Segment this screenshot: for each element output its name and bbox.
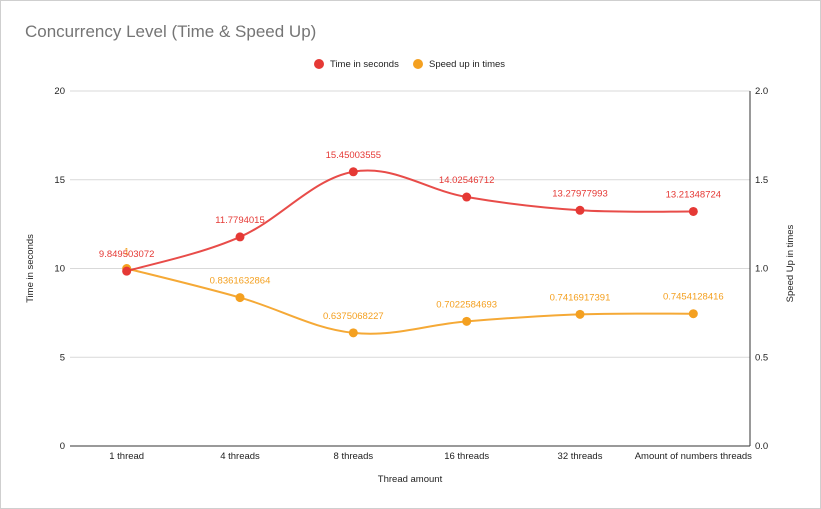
y-left-axis-title: Time in seconds [25, 234, 36, 303]
data-label-speed: 0.7454128416 [663, 292, 724, 303]
data-point-time [575, 205, 585, 215]
data-label-speed: 0.6375068227 [323, 311, 384, 322]
legend-marker [314, 59, 324, 69]
y-left-tick-label: 10 [54, 264, 65, 275]
x-axis-title: Thread amount [378, 474, 443, 485]
data-point-time [688, 206, 698, 216]
data-label-speed: 0.7416917391 [550, 292, 611, 303]
y-left-tick-label: 0 [60, 441, 65, 452]
data-point-time [235, 232, 245, 242]
data-label-time: 11.7794015 [215, 215, 265, 226]
x-tick-label: 4 threads [220, 451, 260, 462]
x-tick-label: Amount of numbers threads [635, 451, 752, 462]
y-right-tick-label: 2.0 [755, 86, 768, 97]
data-point-speed [348, 328, 358, 338]
data-point-speed [462, 316, 472, 326]
legend-label: Speed up in times [429, 59, 505, 70]
y-right-tick-label: 0.0 [755, 441, 768, 452]
data-point-time [122, 266, 132, 276]
data-label-speed: 1 [124, 247, 129, 258]
y-left-tick-label: 20 [54, 86, 65, 97]
series-line-time [126, 169, 694, 273]
x-tick-label: 16 threads [444, 451, 489, 462]
legend-label: Time in seconds [330, 59, 399, 70]
data-point-speed [575, 309, 585, 319]
y-right-axis-title: Speed Up in times [785, 224, 796, 302]
chart-title: Concurrency Level (Time & Speed Up) [25, 22, 317, 41]
data-labels: 1 0.8361632864 0.6375068227 0.7022584693 0.7… [99, 150, 724, 322]
data-label-speed: 0.8361632864 [210, 276, 271, 287]
y-right-tick-label: 1.0 [755, 264, 768, 275]
data-point-time [462, 192, 472, 202]
y-right-tick-label: 1.5 [755, 175, 768, 186]
data-label-time: 13.27977993 [552, 188, 607, 199]
axes: 0 0.0 5 0.5 10 1.0 15 1.5 20 2.0 1 thread 4 threads… [25, 86, 796, 485]
series-line-speed [126, 267, 694, 335]
data-point-speed [688, 309, 698, 319]
data-label-time: 15.45003555 [326, 150, 381, 161]
x-tick-label: 8 threads [334, 451, 374, 462]
y-right-tick-label: 0.5 [755, 352, 768, 363]
legend-marker [413, 59, 423, 69]
data-label-speed: 0.7022584693 [436, 299, 497, 310]
x-tick-label: 32 threads [558, 451, 603, 462]
data-point-speed [235, 293, 245, 303]
legend: Time in seconds Speed up in times [314, 59, 505, 70]
y-left-tick-label: 15 [54, 175, 65, 186]
gridlines [70, 90, 750, 358]
series-layer [122, 167, 698, 338]
data-point-time [348, 167, 358, 177]
data-label-time: 14.02546712 [439, 175, 494, 186]
data-label-time: 9.849503072 [99, 249, 154, 260]
data-label-time: 13.21348724 [666, 189, 721, 200]
x-tick-label: 1 thread [109, 451, 144, 462]
y-left-tick-label: 5 [60, 352, 65, 363]
